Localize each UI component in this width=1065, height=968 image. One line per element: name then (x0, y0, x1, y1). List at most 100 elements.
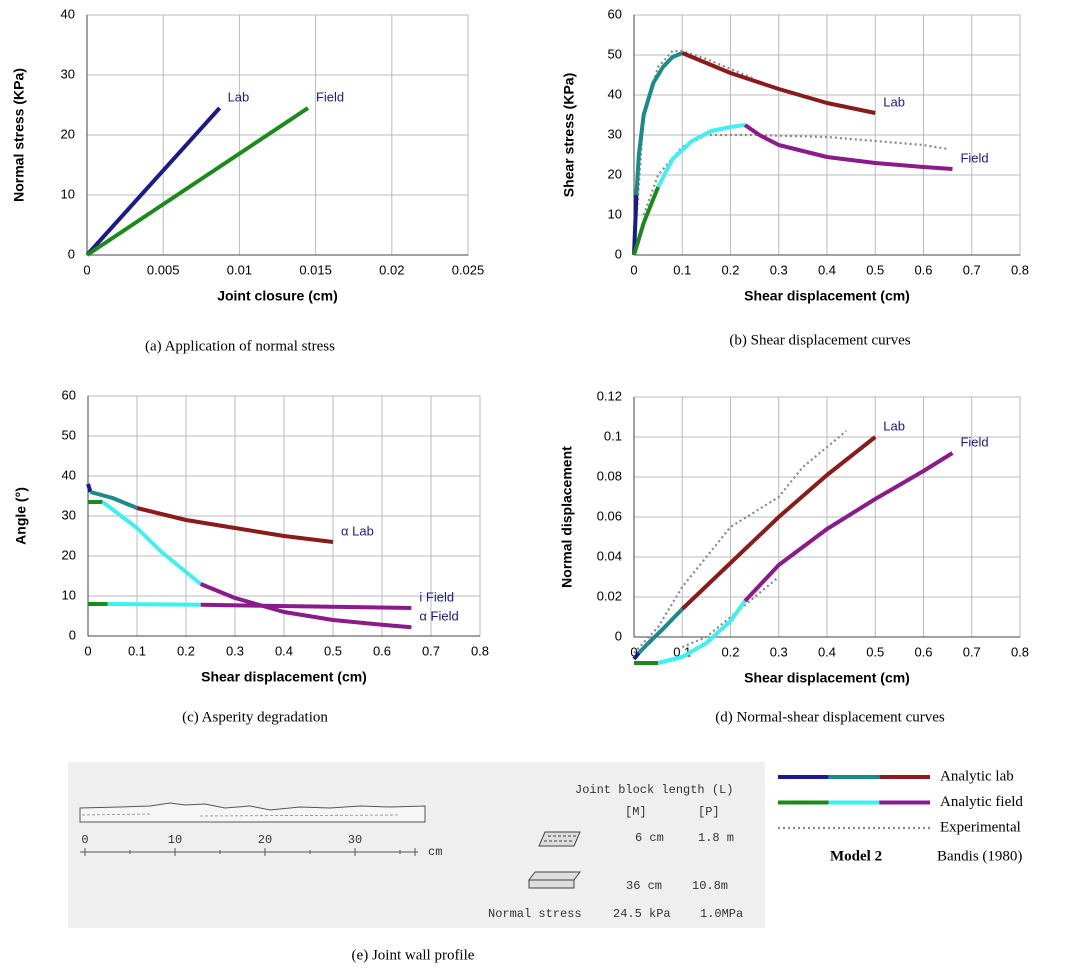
caption: (d) Normal-shear displacement curves (715, 709, 945, 725)
y-tick-label: 0 (68, 246, 75, 261)
y-axis-label: Normal stress (KPa) (11, 68, 27, 202)
scale-label: cm (428, 845, 442, 859)
series-label: Lab (883, 418, 905, 433)
x-tick-label: 0 (630, 262, 637, 277)
x-tick-label: 0.8 (1011, 262, 1029, 277)
x-axis-label: Shear displacement (cm) (744, 288, 910, 304)
y-tick-label: 20 (62, 547, 76, 562)
x-axis-label: Joint closure (cm) (217, 288, 338, 304)
y-tick-label: 0.04 (597, 548, 622, 563)
x-tick-label: 0.01 (227, 262, 252, 277)
y-tick-label: 20 (61, 126, 75, 141)
y-tick-label: 60 (608, 6, 622, 21)
y-tick-label: 40 (62, 467, 76, 482)
analytic-line (743, 123, 953, 171)
source-label: Bandis (1980) (937, 848, 1022, 864)
y-tick-label: 0.12 (597, 388, 622, 403)
analytic-line (632, 194, 639, 256)
x-tick-label: 0.6 (914, 262, 932, 277)
scale-bar (80, 848, 418, 856)
y-tick-label: 40 (608, 86, 622, 101)
x-tick-label: 0.5 (324, 643, 342, 658)
analytic-line (85, 106, 222, 257)
column-head: [M] (625, 805, 647, 819)
x-tick-label: 0 (84, 643, 91, 658)
x-tick-label: 0.025 (452, 262, 485, 277)
analytic-line (89, 490, 138, 510)
x-axis-label: Shear displacement (cm) (201, 669, 367, 685)
x-tick-label: 0.7 (963, 262, 981, 277)
series-label: Lab (228, 89, 250, 104)
x-tick-label: 0.7 (963, 644, 981, 659)
block-value: 6 cm (635, 831, 664, 845)
x-tick-label: 0.2 (177, 643, 195, 658)
series-label: α Lab (341, 523, 374, 538)
analytic-line (656, 123, 746, 188)
caption: (c) Asperity degradation (182, 709, 328, 725)
y-tick-label: 10 (608, 206, 622, 221)
legend-label: Experimental (940, 819, 1021, 835)
x-tick-label: 0.4 (818, 262, 836, 277)
y-tick-label: 20 (608, 166, 622, 181)
analytic-line (680, 435, 877, 611)
column-head: [P] (698, 805, 720, 819)
series-label: i Field (419, 589, 454, 604)
y-tick-label: 10 (61, 186, 75, 201)
series-label: Lab (883, 94, 905, 109)
series-label: Field (960, 150, 988, 165)
y-axis-label: Normal displacement (559, 446, 575, 588)
x-tick-label: 0 (83, 262, 90, 277)
series-label: α Field (419, 609, 458, 624)
y-tick-label: 50 (608, 46, 622, 61)
model-label: Model 2 (830, 848, 882, 864)
y-tick-label: 30 (608, 126, 622, 141)
x-tick-label: 0.5 (866, 262, 884, 277)
x-tick-label: 0.5 (866, 644, 884, 659)
legend-label: Analytic lab (940, 768, 1014, 784)
analytic-line (632, 651, 641, 661)
experimental-line (681, 576, 780, 649)
scale-label: 20 (258, 833, 272, 847)
x-tick-label: 0.6 (914, 644, 932, 659)
y-axis-label: Shear stress (KPa) (561, 73, 577, 198)
caption: (e) Joint wall profile (352, 947, 475, 963)
y-tick-label: 0.1 (604, 428, 622, 443)
analytic-line (85, 106, 310, 257)
x-tick-label: 0.1 (128, 643, 146, 658)
block-icon (528, 831, 581, 889)
block-title: Joint block length (L) (575, 783, 733, 797)
x-tick-label: 0.2 (721, 644, 739, 659)
x-tick-label: 0.6 (373, 643, 391, 658)
scale-label: 10 (168, 833, 182, 847)
block-value: 36 cm (626, 879, 662, 893)
y-tick-label: 30 (62, 507, 76, 522)
profile-panel (68, 762, 765, 928)
profile-texture (81, 813, 401, 817)
analytic-line (743, 451, 954, 603)
series-label: Field (960, 434, 988, 449)
y-tick-label: 0 (615, 628, 622, 643)
analytic-line (86, 483, 93, 493)
x-tick-label: 0.4 (275, 643, 293, 658)
scale-label: 30 (348, 833, 362, 847)
y-axis-label: Angle (°) (13, 487, 29, 545)
x-tick-label: 0.4 (818, 644, 836, 659)
y-tick-label: 0.06 (597, 508, 622, 523)
analytic-line (637, 607, 684, 655)
block-value: 10.8m (692, 879, 728, 893)
block-value: 1.8 m (698, 831, 734, 845)
y-tick-label: 50 (62, 427, 76, 442)
stress-label: Normal stress (488, 907, 582, 921)
y-tick-label: 60 (62, 387, 76, 402)
x-tick-label: 0.3 (770, 644, 788, 659)
x-tick-label: 0.2 (721, 262, 739, 277)
x-tick-label: 0.02 (379, 262, 404, 277)
stress-value: 1.0MPa (700, 907, 743, 921)
analytic-line (101, 500, 202, 586)
x-axis-label: Shear displacement (cm) (744, 670, 910, 686)
legend-label: Analytic field (940, 794, 1023, 810)
x-tick-label: 0.015 (299, 262, 332, 277)
analytic-line (657, 599, 747, 665)
analytic-line (634, 51, 684, 196)
